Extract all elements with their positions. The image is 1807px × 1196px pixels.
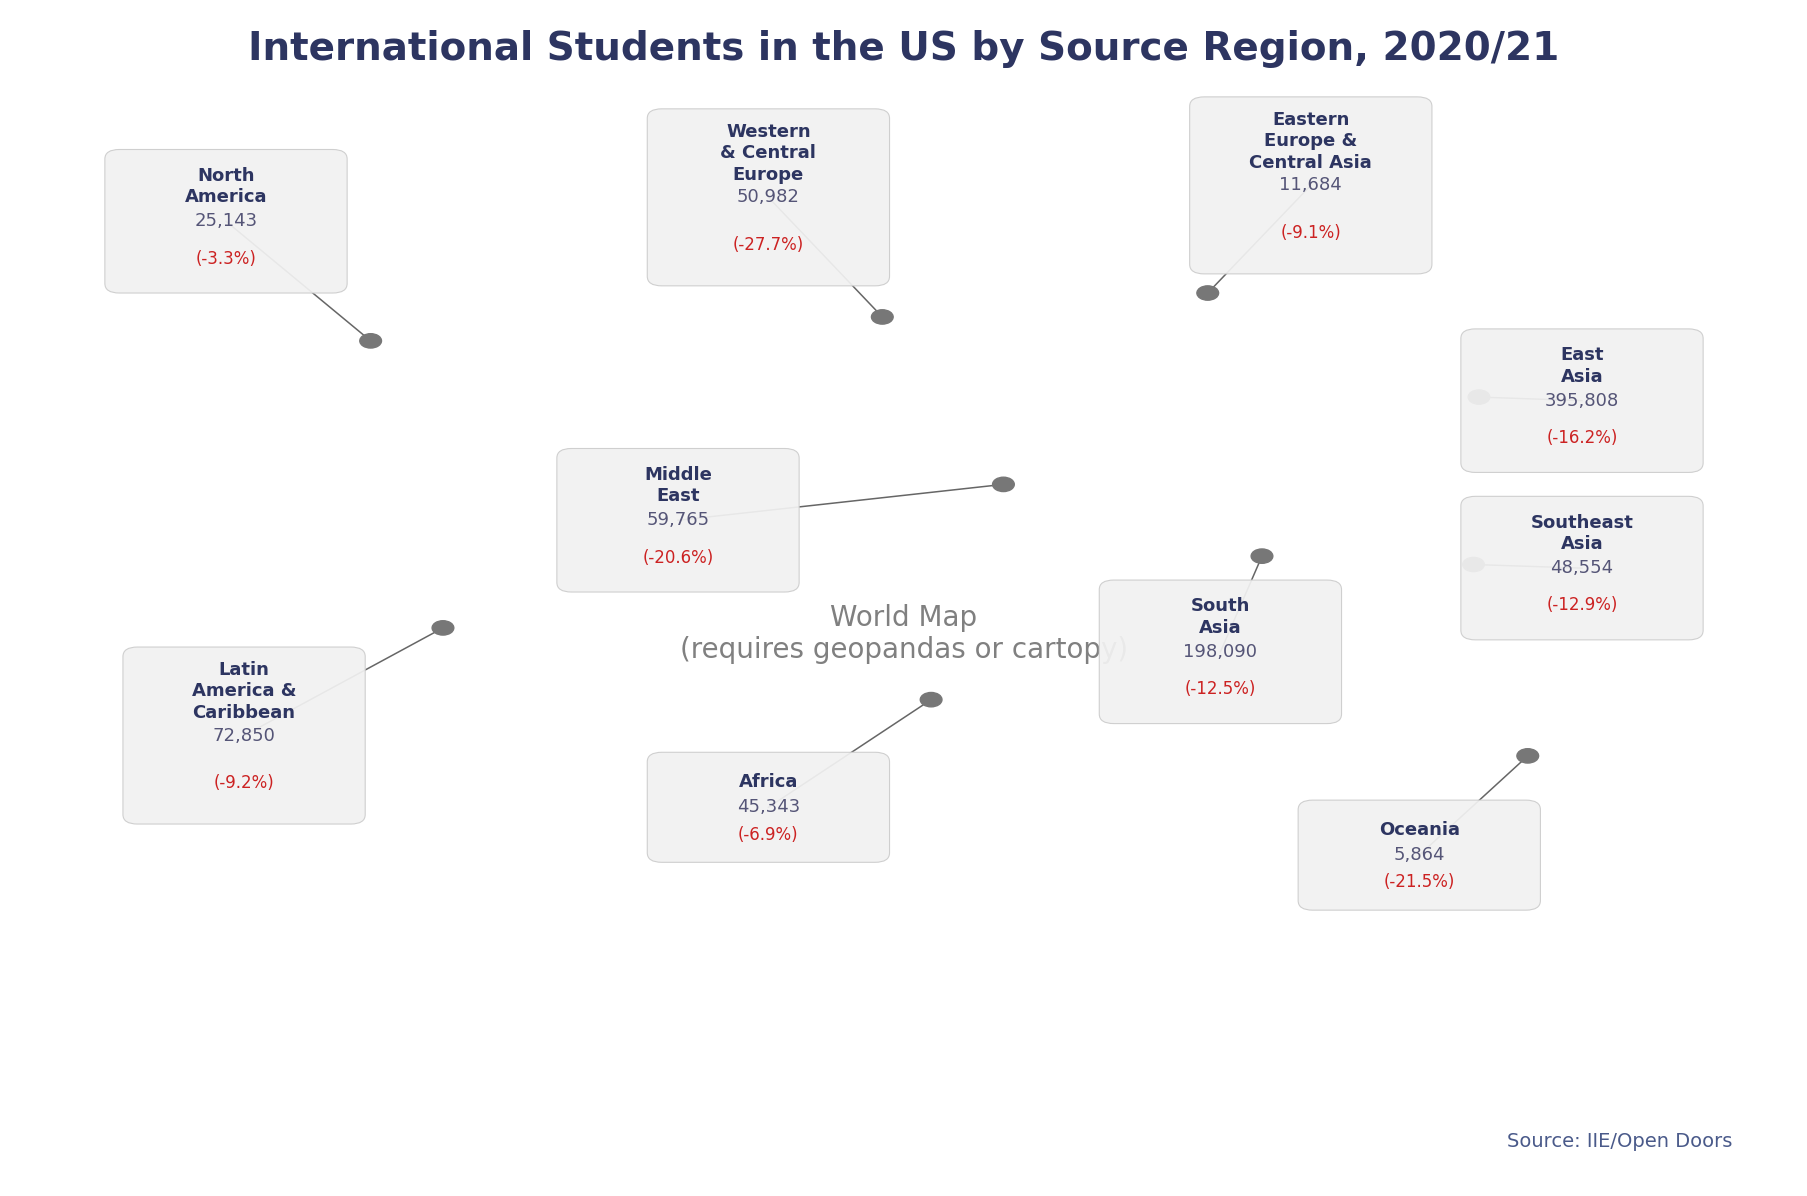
Text: Eastern
Europe &
Central Asia: Eastern Europe & Central Asia: [1249, 111, 1372, 172]
Text: 45,343: 45,343: [737, 798, 799, 817]
Text: 50,982: 50,982: [737, 188, 799, 207]
Text: 198,090: 198,090: [1184, 642, 1256, 661]
Text: 25,143: 25,143: [195, 212, 257, 231]
Text: (-9.2%): (-9.2%): [213, 774, 275, 792]
Text: Southeast
Asia: Southeast Asia: [1531, 513, 1632, 553]
Text: (-12.5%): (-12.5%): [1184, 681, 1256, 698]
Text: Middle
East: Middle East: [643, 465, 712, 505]
Text: Source: IIE/Open Doors: Source: IIE/Open Doors: [1505, 1131, 1731, 1151]
Text: International Students in the US by Source Region, 2020/21: International Students in the US by Sour…: [248, 30, 1559, 68]
Text: (-3.3%): (-3.3%): [195, 250, 257, 268]
Text: (-16.2%): (-16.2%): [1545, 429, 1617, 447]
Text: (-12.9%): (-12.9%): [1545, 597, 1617, 615]
Text: Oceania: Oceania: [1379, 820, 1458, 838]
Text: (-21.5%): (-21.5%): [1382, 873, 1455, 891]
Text: (-6.9%): (-6.9%): [737, 825, 799, 843]
Text: Africa: Africa: [739, 773, 797, 791]
Text: North
America: North America: [184, 166, 267, 206]
Text: (-9.1%): (-9.1%): [1279, 224, 1341, 242]
Text: East
Asia: East Asia: [1559, 346, 1603, 385]
Text: (-27.7%): (-27.7%): [732, 236, 804, 254]
Text: 11,684: 11,684: [1279, 176, 1341, 195]
Text: 48,554: 48,554: [1550, 559, 1612, 578]
Text: 59,765: 59,765: [647, 511, 708, 530]
Text: Western
& Central
Europe: Western & Central Europe: [719, 123, 817, 184]
Text: (-20.6%): (-20.6%): [641, 549, 714, 567]
Text: 395,808: 395,808: [1543, 391, 1619, 410]
Text: 5,864: 5,864: [1393, 846, 1444, 865]
Text: South
Asia: South Asia: [1191, 597, 1249, 636]
Text: 72,850: 72,850: [213, 726, 275, 745]
Text: Latin
America &
Caribbean: Latin America & Caribbean: [192, 661, 296, 722]
Text: World Map
(requires geopandas or cartopy): World Map (requires geopandas or cartopy…: [679, 604, 1128, 664]
